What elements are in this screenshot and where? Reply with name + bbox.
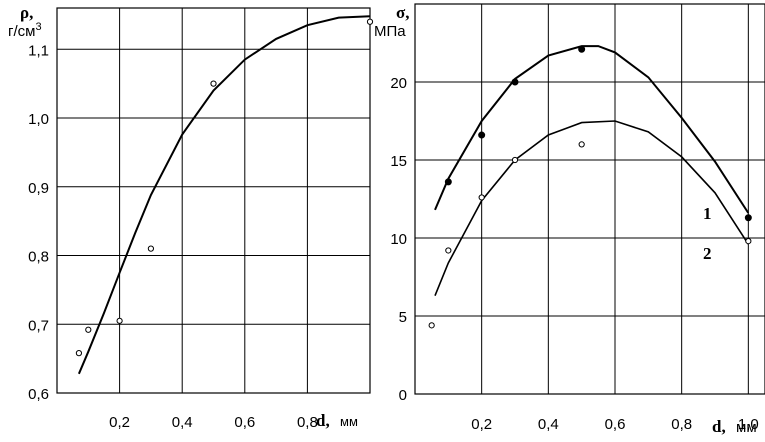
y-tick-label: 10 <box>390 231 407 248</box>
x-tick-label: 0,4 <box>172 414 193 431</box>
y-tick-label: 5 <box>399 309 407 326</box>
plot-frame <box>414 3 765 395</box>
y-axis-unit-exponent: 3 <box>35 21 41 33</box>
x-tick-labels: 0,2 0,4 0,6 0,8 1,0 <box>471 416 759 433</box>
fit-curve <box>77 15 371 375</box>
y-tick-label: 0,9 <box>28 180 49 197</box>
data-point <box>75 350 83 357</box>
y-tick-label: 0,8 <box>28 249 49 266</box>
y-tick-label: 20 <box>390 75 407 92</box>
data-point <box>147 245 154 252</box>
series-2-label: 2 <box>703 244 712 263</box>
data-point <box>366 18 374 25</box>
data-point <box>210 80 217 87</box>
y-axis-unit: г/см3 <box>8 21 42 40</box>
x-axis-symbol: d, <box>712 417 726 436</box>
y-tick-label: 1,1 <box>28 42 49 59</box>
y-tick-label: 0 <box>399 387 407 404</box>
y-tick-labels: 0,6 0,7 0,8 0,9 1,0 1,1 <box>28 42 49 403</box>
x-axis-symbol: d, <box>316 411 330 430</box>
data-point-series-1 <box>578 45 586 53</box>
y-tick-labels: 0 5 10 15 20 <box>390 75 407 404</box>
data-point-series-1 <box>511 78 519 86</box>
data-point-series-2 <box>578 141 585 148</box>
y-tick-label: 0,7 <box>28 317 49 334</box>
x-tick-label: 0,6 <box>605 416 626 433</box>
grid <box>57 8 371 393</box>
strength-chart: 0 5 10 15 20 0,2 0,4 0,6 0,8 1,0 σ, МПа 1 2 d, м… <box>374 3 765 436</box>
x-tick-label: 0,2 <box>471 416 492 433</box>
y-tick-label: 1,0 <box>28 111 49 128</box>
data-point-series-1 <box>478 131 486 139</box>
fit-curve-series-2 <box>434 120 749 297</box>
series-1-label: 1 <box>703 204 712 223</box>
data-point <box>116 317 123 324</box>
data-point-series-1 <box>444 178 452 186</box>
x-tick-labels: 0,2 0,4 0,6 0,8 <box>109 414 318 431</box>
y-axis-symbol: σ, <box>396 3 410 22</box>
data-point <box>85 326 92 333</box>
y-tick-label: 15 <box>390 153 407 170</box>
x-axis-unit: мм <box>340 414 358 429</box>
data-point-series-2 <box>445 247 452 254</box>
y-axis-symbol: ρ, <box>20 3 33 22</box>
data-point-series-2 <box>745 238 752 245</box>
data-point-series-2 <box>428 322 435 329</box>
y-axis-unit: МПа <box>374 23 406 40</box>
y-tick-label: 0,6 <box>28 386 49 403</box>
fit-curve-series-1 <box>434 45 750 214</box>
x-tick-label: 0,6 <box>234 414 255 431</box>
y-axis-unit-base: г/см <box>8 23 35 40</box>
x-axis-unit: мм <box>736 419 757 436</box>
data-points <box>428 45 752 329</box>
x-tick-label: 1,0 <box>738 416 759 433</box>
plot-frame <box>56 7 371 394</box>
x-tick-label: 0,4 <box>538 416 559 433</box>
data-point-series-2 <box>511 156 519 164</box>
x-tick-label: 0,8 <box>297 414 318 431</box>
data-points <box>75 18 374 357</box>
data-point-series-2 <box>478 194 485 201</box>
grid <box>415 4 765 394</box>
x-tick-label: 0,2 <box>109 414 130 431</box>
data-point-series-1 <box>744 214 752 222</box>
x-tick-label: 0,8 <box>671 416 692 433</box>
density-chart: 0,6 0,7 0,8 0,9 1,0 1,1 0,2 0,4 0,6 0,8 ρ, г/см3… <box>8 3 374 431</box>
